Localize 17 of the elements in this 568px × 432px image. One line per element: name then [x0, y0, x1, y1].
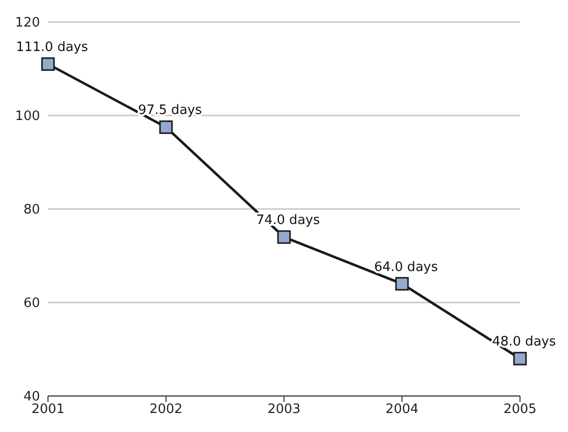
point [395, 277, 409, 291]
x-tick-label: 2005 [503, 402, 537, 418]
y-tick-label: 100 [15, 109, 40, 124]
y-tick-label: 80 [23, 202, 40, 218]
data-label: 111.0 days [16, 40, 88, 56]
point [277, 230, 291, 244]
point [513, 352, 527, 366]
x-tick-label: 2002 [149, 402, 183, 418]
point [159, 120, 173, 134]
y-tick-label: 120 [15, 16, 40, 31]
x-tick-label: 2004 [385, 402, 419, 418]
point [41, 57, 55, 71]
y-tick-label: 60 [23, 296, 40, 312]
x-tick-label: 2001 [31, 402, 65, 418]
data-label: 64.0 days [374, 260, 438, 275]
x-tick-label: 2003 [267, 402, 301, 418]
data-label: 97.5 days [138, 103, 202, 118]
